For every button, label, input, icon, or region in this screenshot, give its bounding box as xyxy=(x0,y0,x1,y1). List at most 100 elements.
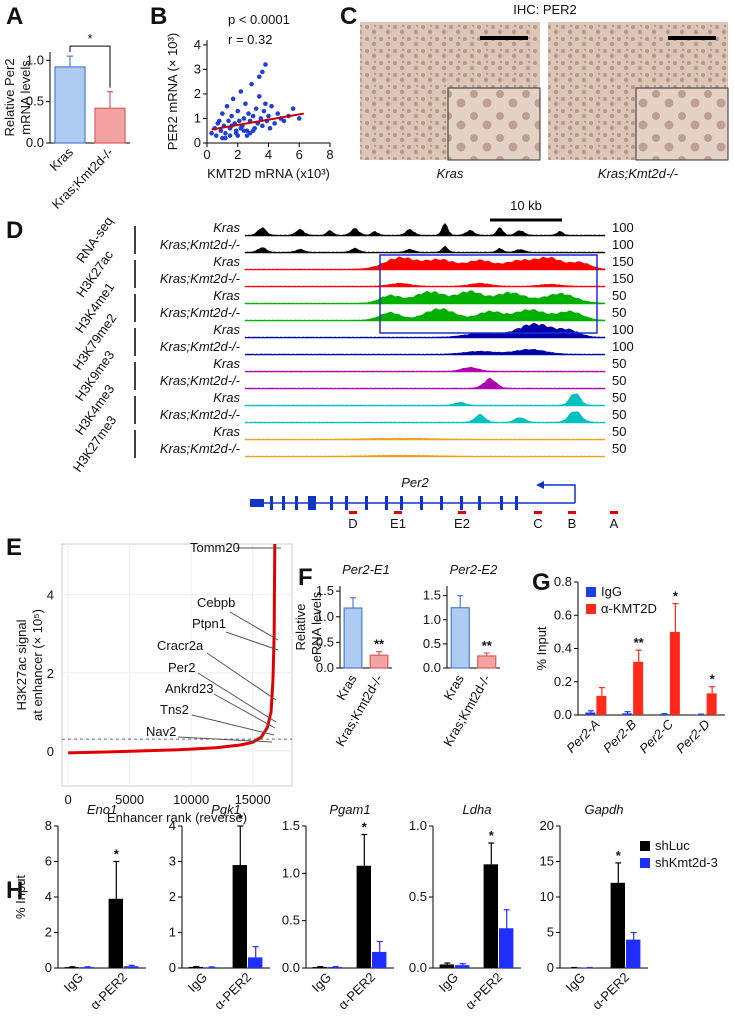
point xyxy=(250,113,256,119)
sample-label: Kras xyxy=(213,424,240,439)
sample-label: Kras xyxy=(213,322,240,337)
bar xyxy=(188,966,203,968)
site-marker xyxy=(349,511,357,514)
point xyxy=(241,128,247,134)
point xyxy=(260,69,265,75)
x-tick-label: 0 xyxy=(65,792,72,807)
point xyxy=(296,116,302,121)
y-tick-label: 0.6 xyxy=(554,607,572,622)
x-tick-label: Per2-C xyxy=(636,716,676,756)
y-tick-label: 0.5 xyxy=(26,94,44,109)
y-tick-label: 2 xyxy=(45,925,52,940)
point xyxy=(261,108,267,114)
panel-label: H xyxy=(6,877,23,904)
x-tick-label: Per2-A xyxy=(563,717,602,756)
x-axis-label: Enhancer rank (reverse) xyxy=(107,810,247,825)
point xyxy=(236,118,242,124)
legend-label: α-KMT2D xyxy=(601,601,657,616)
exon xyxy=(250,499,264,507)
site-marker xyxy=(534,511,542,514)
point xyxy=(290,106,296,111)
point xyxy=(249,81,254,87)
bar xyxy=(356,865,371,968)
legend-swatch xyxy=(586,587,596,597)
y-axis-label: at enhancer (× 10⁵) xyxy=(30,609,45,721)
track-profile xyxy=(244,393,606,407)
y-tick-label: 0.0 xyxy=(282,960,300,975)
significance-bracket xyxy=(69,45,111,88)
y-axis-label: % Input xyxy=(13,875,28,919)
point xyxy=(246,111,251,116)
y-tick-label: 6 xyxy=(45,854,52,869)
ihc-inset xyxy=(635,87,729,161)
y-tick-label: 0 xyxy=(547,960,554,975)
significance: * xyxy=(362,820,368,835)
significance: * xyxy=(616,848,622,863)
sample-label: Kras xyxy=(213,220,240,235)
legend-swatch xyxy=(640,858,650,868)
panel-label: G xyxy=(532,569,551,596)
y-axis-label: H3K27ac signal xyxy=(14,619,29,710)
point xyxy=(253,106,259,111)
point xyxy=(263,62,268,67)
ihc-title: IHC: PER2 xyxy=(513,2,577,17)
significance: * xyxy=(489,828,495,843)
bar xyxy=(499,928,514,968)
gene-label: Tns2 xyxy=(160,702,189,717)
y-tick-label: 1.0 xyxy=(316,609,334,624)
legend-swatch xyxy=(586,604,596,614)
y-tick-label: 0.5 xyxy=(423,636,441,651)
bar xyxy=(343,607,363,669)
track-profile xyxy=(244,411,606,424)
chart-title: Pgk1 xyxy=(211,802,241,817)
bar xyxy=(54,66,86,144)
leader-line xyxy=(229,611,279,641)
point xyxy=(227,133,233,138)
track-scale: 100 xyxy=(612,322,634,337)
site-label: A xyxy=(610,516,619,531)
y-axis-label: Relative Per2 xyxy=(2,58,17,136)
point xyxy=(275,111,281,116)
point xyxy=(241,116,247,121)
bar xyxy=(596,695,607,715)
x-axis-label: KMT2D mRNA (x10³) xyxy=(207,166,330,181)
site-label: B xyxy=(568,516,577,531)
bar xyxy=(622,713,633,715)
y-tick-label: 20 xyxy=(540,818,554,833)
panel-label: A xyxy=(6,3,23,30)
y-tick-label: 1 xyxy=(169,925,176,940)
bar xyxy=(658,714,669,715)
sample-label: Kras;Kmt2d-/- xyxy=(160,237,241,252)
y-tick-label: 5 xyxy=(547,925,554,940)
x-tick-label: α-PER2 xyxy=(335,970,378,1013)
y-tick-label: 0.2 xyxy=(554,674,572,689)
panel-label: B xyxy=(150,3,167,30)
bar xyxy=(64,967,79,968)
y-tick-label: 3 xyxy=(169,854,176,869)
sample-label: Kras;Kmt2d-/- xyxy=(160,339,241,354)
x-tick-label: 0 xyxy=(203,147,210,162)
track-profile xyxy=(244,348,606,356)
track-profile xyxy=(244,378,606,390)
significance: ** xyxy=(374,637,385,652)
y-tick-label: 3 xyxy=(194,61,201,76)
bar xyxy=(124,966,139,968)
gene-label: Cebpb xyxy=(197,595,235,610)
y-tick-label: 0.0 xyxy=(554,707,572,722)
bar xyxy=(483,864,498,968)
track-scale: 50 xyxy=(612,441,626,456)
site-label: C xyxy=(533,516,542,531)
x-tick-label: 4 xyxy=(265,147,272,162)
legend-label: shKmt2d-3 xyxy=(655,855,718,870)
point xyxy=(256,74,262,80)
x-tick-label: Per2-D xyxy=(673,717,713,757)
bar xyxy=(94,107,126,144)
point xyxy=(235,133,241,138)
y-axis-label: mRNA levels xyxy=(18,60,33,135)
x-tick-label: Kras xyxy=(47,144,77,174)
exon xyxy=(295,496,298,510)
y-tick-label: 1.0 xyxy=(282,865,300,880)
legend-label: IgG xyxy=(601,584,622,599)
point xyxy=(229,113,234,119)
y-tick-label: 0 xyxy=(169,960,176,975)
